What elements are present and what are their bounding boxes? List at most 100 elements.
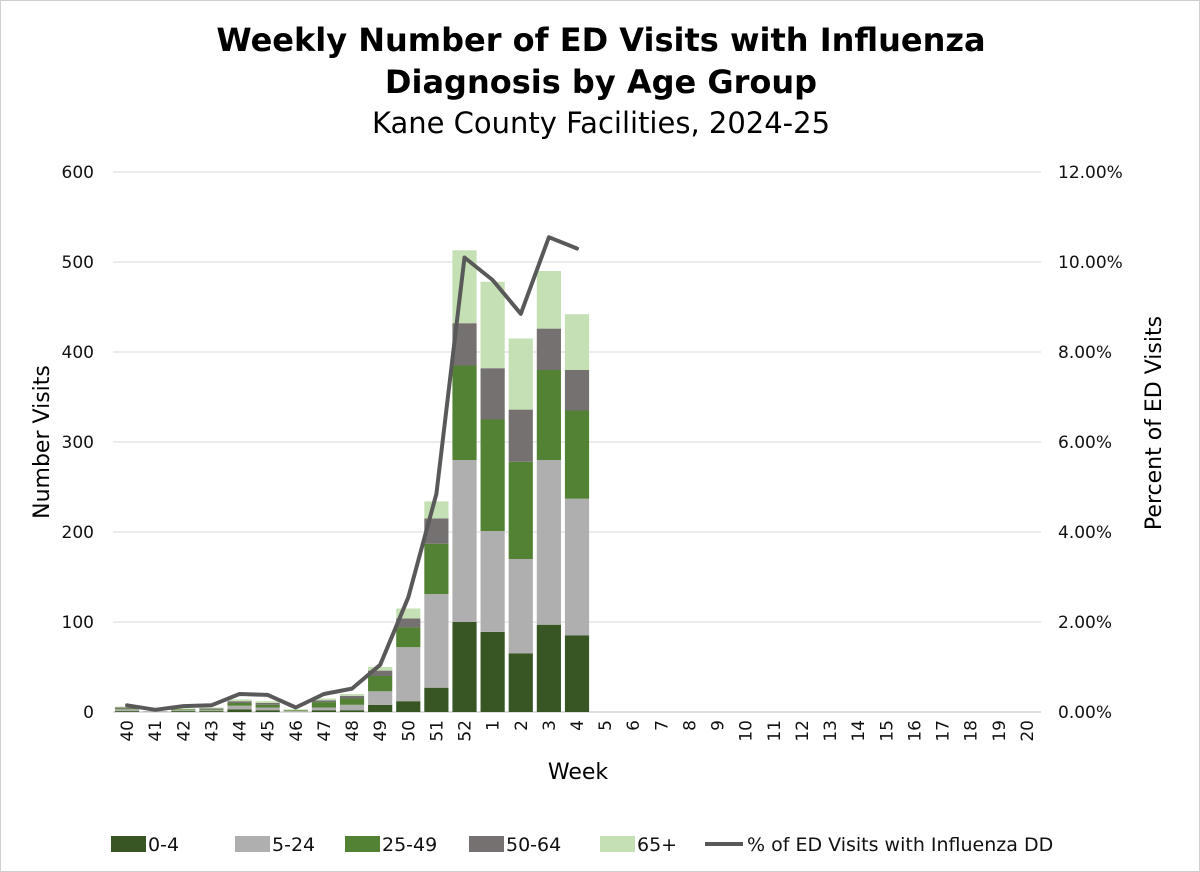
y-tick-label: 500 bbox=[62, 253, 94, 273]
bar-25-49-week-2 bbox=[508, 461, 533, 559]
bar-65+-week-42 bbox=[171, 708, 196, 710]
y-tick-label: 400 bbox=[62, 343, 94, 363]
bar-0-4-week-2 bbox=[508, 653, 533, 712]
legend-label: 5-24 bbox=[272, 834, 315, 856]
x-tick-label: 16 bbox=[905, 720, 925, 742]
bar-50-64-week-50 bbox=[396, 618, 421, 628]
bar-25-49-week-4 bbox=[564, 410, 590, 499]
bar-65+-week-43 bbox=[199, 707, 224, 709]
x-tick-label: 15 bbox=[877, 720, 897, 742]
bar-50-64-week-48 bbox=[339, 695, 365, 699]
chart-title: Weekly Number of ED Visits with Influenz… bbox=[216, 21, 985, 59]
bar-0-4-week-47 bbox=[311, 710, 337, 712]
bar-5-24-week-40 bbox=[114, 709, 140, 712]
legend-label: % of ED Visits with Influenza DD bbox=[747, 834, 1053, 856]
x-axis: 40 41 42 43 44 45 46 47 48 49 50 51 52 1 2 3 4 5 6 7 8 9 10 11 1… bbox=[118, 720, 1038, 742]
bar-50-64-week-47 bbox=[311, 700, 337, 703]
bar-50-64-week-40 bbox=[114, 707, 140, 709]
x-tick-label: 17 bbox=[934, 720, 954, 742]
bar-65+-week-50 bbox=[396, 608, 421, 619]
percent-line bbox=[125, 235, 579, 712]
bar-65+-week-3 bbox=[536, 271, 561, 329]
legend-swatch-25-49 bbox=[345, 836, 380, 852]
bar-0-4-week-43 bbox=[199, 711, 224, 712]
bar-65+-week-46 bbox=[283, 709, 308, 711]
x-tick-label: 51 bbox=[427, 720, 447, 742]
bar-65+-week-49 bbox=[368, 667, 393, 671]
y-axis-left: 0 100 200 300 400 500 600 bbox=[62, 163, 94, 723]
bar-5-24-week-44 bbox=[227, 705, 252, 710]
bar-50-64-week-49 bbox=[368, 670, 393, 676]
y2-tick-label: 0.00% bbox=[1058, 703, 1112, 723]
bar-5-24-week-47 bbox=[311, 707, 337, 711]
bar-25-49-week-48 bbox=[339, 698, 365, 705]
x-tick-label: 18 bbox=[962, 720, 982, 742]
bar-0-4-week-48 bbox=[339, 710, 365, 712]
y-axis-title: Number Visits bbox=[30, 365, 55, 519]
legend-swatch-5-24 bbox=[235, 836, 270, 852]
x-tick-label: 6 bbox=[624, 720, 644, 731]
bar-25-49-week-45 bbox=[255, 704, 280, 708]
bar-0-4-week-52 bbox=[452, 622, 477, 712]
bar-5-24-week-42 bbox=[171, 710, 196, 712]
x-tick-label: 10 bbox=[737, 720, 757, 742]
bar-5-24-week-2 bbox=[508, 559, 533, 654]
bar-5-24-week-43 bbox=[199, 710, 224, 712]
bar-0-4-week-4 bbox=[564, 635, 590, 712]
x-tick-label: 40 bbox=[118, 720, 138, 742]
x-tick-label: 52 bbox=[456, 720, 476, 742]
x-axis-title: Week bbox=[548, 760, 609, 785]
x-tick-label: 44 bbox=[231, 720, 251, 742]
bar-65+-week-44 bbox=[227, 699, 252, 702]
x-tick-label: 4 bbox=[568, 720, 588, 731]
x-tick-label: 2 bbox=[512, 720, 532, 731]
x-tick-label: 3 bbox=[540, 720, 560, 731]
bar-25-49-week-3 bbox=[536, 370, 561, 460]
bar-5-24-week-46 bbox=[283, 711, 308, 712]
bar-65+-week-4 bbox=[564, 314, 590, 370]
y-tick-label: 0 bbox=[83, 703, 94, 723]
bar-5-24-week-1 bbox=[480, 531, 505, 632]
bar-25-49-week-1 bbox=[480, 419, 505, 532]
bar-65+-week-2 bbox=[508, 338, 533, 410]
x-tick-label: 47 bbox=[315, 720, 335, 742]
bar-5-24-week-4 bbox=[564, 498, 590, 636]
x-tick-label: 48 bbox=[343, 720, 363, 742]
chart-subtitle: Kane County Facilities, 2024-25 bbox=[372, 106, 830, 140]
x-tick-label: 1 bbox=[484, 720, 504, 731]
legend-label: 50-64 bbox=[506, 834, 561, 856]
bar-0-4-week-50 bbox=[396, 701, 421, 712]
y2-tick-label: 10.00% bbox=[1058, 253, 1123, 273]
x-tick-label: 19 bbox=[990, 720, 1010, 742]
x-tick-label: 11 bbox=[765, 720, 785, 742]
bar-65+-week-45 bbox=[255, 701, 280, 703]
bar-5-24-week-45 bbox=[255, 707, 280, 711]
bar-0-4-week-49 bbox=[368, 704, 393, 712]
bar-5-24-week-48 bbox=[339, 704, 365, 711]
x-tick-label: 8 bbox=[680, 720, 700, 731]
x-tick-label: 49 bbox=[371, 720, 391, 742]
bar-5-24-week-3 bbox=[536, 460, 561, 625]
y2-tick-label: 8.00% bbox=[1058, 343, 1112, 363]
y2-tick-label: 4.00% bbox=[1058, 523, 1112, 543]
bar-25-49-week-47 bbox=[311, 702, 337, 708]
bar-0-4-week-42 bbox=[171, 711, 196, 712]
bar-0-4-week-40 bbox=[114, 711, 140, 712]
x-tick-label: 13 bbox=[821, 720, 841, 742]
y-tick-label: 600 bbox=[62, 163, 94, 183]
bar-5-24-week-49 bbox=[368, 691, 393, 705]
bar-65+-week-1 bbox=[480, 281, 505, 369]
bar-25-49-week-43 bbox=[199, 709, 224, 711]
bar-5-24-week-51 bbox=[424, 594, 449, 688]
legend-label: 65+ bbox=[637, 834, 677, 856]
legend-swatch-50-64 bbox=[469, 836, 504, 852]
bar-25-49-week-42 bbox=[171, 709, 196, 711]
x-tick-label: 41 bbox=[146, 720, 166, 742]
legend-label: 25-49 bbox=[382, 834, 437, 856]
bar-25-49-week-49 bbox=[368, 676, 393, 692]
bars bbox=[114, 250, 590, 712]
bar-50-64-week-43 bbox=[199, 708, 224, 710]
y2-tick-label: 6.00% bbox=[1058, 433, 1112, 453]
